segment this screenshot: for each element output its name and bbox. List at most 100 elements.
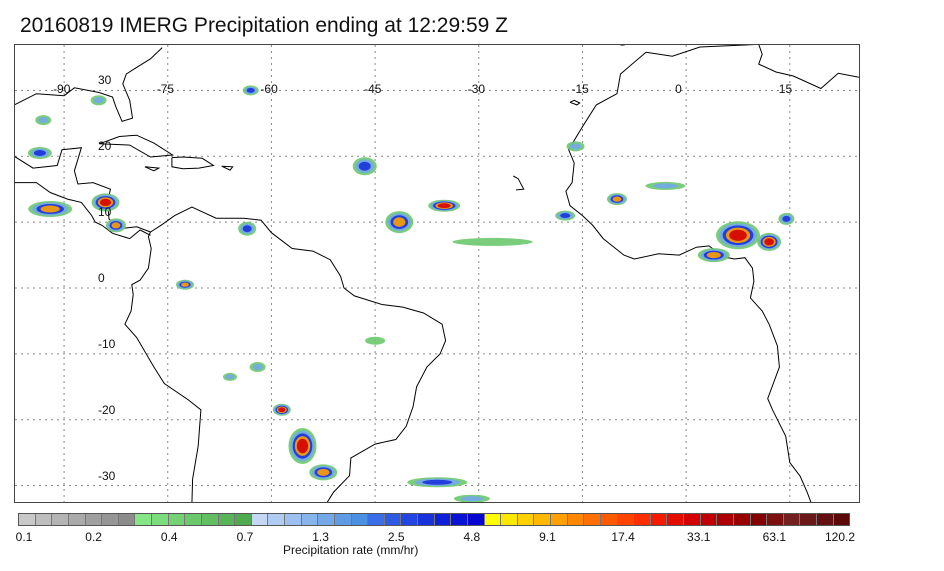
latitude-label-1: 20	[98, 139, 112, 154]
colorbar-cell-6	[118, 514, 136, 525]
colorbar-cell-26	[451, 514, 468, 525]
colombia-storm-intense-contour	[181, 282, 189, 287]
precipitation-map	[14, 44, 860, 503]
colorbar-cell-2	[52, 514, 69, 525]
colorbar-cell-43	[733, 514, 751, 525]
uruguay-storm-intense-contour	[317, 468, 330, 476]
map-title: 20160819 IMERG Precipitation ending at 1…	[20, 14, 508, 37]
sahel-storm-west-intense-contour	[612, 196, 622, 202]
colorbar-cell-44	[750, 514, 768, 525]
colorbar-cell-14	[251, 514, 269, 525]
colorbar-tick-label-1: 0.2	[85, 530, 102, 544]
pacific-itcz-storm-intense-contour	[40, 205, 60, 213]
colorbar-tick-label-9: 33.1	[687, 530, 711, 544]
latitude-label-3: 0	[98, 271, 105, 285]
amazon-shower-moderate-contour	[252, 363, 263, 371]
colorbar-cell-15	[268, 514, 285, 525]
colorbar-cell-24	[418, 514, 435, 525]
south-america-coastline	[150, 206, 447, 502]
colorbar-cell-47	[800, 514, 817, 525]
sahel-band-moderate-contour	[652, 183, 678, 189]
colorbar-tick-label-5: 2.5	[387, 530, 405, 544]
cuba-coastline	[99, 134, 175, 158]
latitude-label-2: 10	[98, 205, 112, 220]
colorbar-tick-label-8: 17.4	[611, 530, 635, 544]
latitude-label-4: -10	[98, 336, 116, 351]
cabo-blanco-shower-moderate-contour	[569, 143, 582, 150]
latitude-label-5: -20	[98, 402, 116, 417]
colorbar-cell-32	[551, 514, 568, 525]
colorbar-cell-49	[833, 514, 850, 525]
longitude-label-4: -30	[467, 82, 486, 96]
colorbar-cell-31	[534, 514, 551, 525]
colorbar-cell-30	[517, 514, 535, 525]
colorbar-cell-42	[717, 514, 734, 525]
colorbar-cell-11	[201, 514, 219, 525]
colorbar-tick-label-7: 9.1	[539, 530, 556, 544]
longitude-label-5: -15	[571, 82, 589, 96]
florida-storm-moderate-contour	[93, 97, 104, 104]
colorbar-cell-22	[384, 514, 402, 525]
colorbar-tick-label-11: 120.2	[824, 530, 856, 544]
africa-coastline	[565, 51, 812, 502]
colorbar-tick-label-4: 1.3	[312, 530, 329, 544]
colorbar-cell-35	[600, 514, 618, 525]
longitude-label-2: -60	[260, 82, 278, 96]
colorbar-cell-48	[817, 514, 834, 525]
bolivia-shower-moderate-contour	[225, 374, 235, 380]
colorbar-cell-20	[351, 514, 369, 525]
longitude-label-6: 0	[675, 82, 682, 96]
colorbar-tick-label-10: 63.1	[762, 530, 787, 544]
central-america-coastline	[15, 147, 151, 233]
colorbar-title: Precipitation rate (mm/hr)	[283, 543, 419, 557]
venezuela-storm-heavy-contour	[242, 225, 252, 233]
east-pacific-shower-moderate-contour	[38, 117, 49, 124]
colorbar-cell-46	[783, 514, 801, 525]
colorbar-cell-18	[318, 514, 335, 525]
northeast-brazil-shower-light-contour	[365, 336, 386, 345]
colorbar	[18, 513, 850, 526]
colorbar-tick-label-3: 0.7	[236, 530, 254, 544]
gulf-coast-coastline	[15, 47, 163, 123]
gulf-of-mexico-storm-heavy-contour	[33, 150, 46, 156]
longitude-label-1: -75	[156, 82, 175, 96]
colorbar-cell-27	[467, 514, 485, 525]
colorbar-cell-19	[334, 514, 352, 525]
west-caribbean-storm-intense-contour	[111, 222, 121, 229]
nigeria-storm-intense-contour	[706, 252, 721, 259]
guinea-gulf-band-light-contour	[452, 237, 533, 246]
canary-islands-coastline	[569, 99, 581, 106]
colorbar-cell-23	[401, 514, 418, 525]
colorbar-cell-40	[684, 514, 701, 525]
atlantic-storm-central-extreme-contour	[437, 203, 451, 209]
colorbar-tick-label-6: 4.8	[463, 530, 481, 544]
south-atlantic-tail-moderate-contour	[460, 496, 484, 502]
colorbar-cell-3	[68, 514, 86, 525]
colorbar-tick-label-2: 0.4	[160, 530, 178, 544]
colorbar-cell-1	[35, 514, 53, 525]
puerto-rico-coastline	[221, 165, 234, 171]
north-atlantic-shower-heavy-contour	[246, 87, 255, 93]
colorbar-cell-13	[235, 514, 252, 525]
latitude-label-6: -30	[98, 468, 116, 483]
cameroon-storm-heavy-contour	[782, 215, 791, 222]
colorbar-cell-34	[584, 514, 601, 525]
longitude-label-3: -45	[364, 82, 382, 96]
colorbar-cell-16	[285, 514, 302, 525]
colorbar-cell-10	[185, 514, 202, 525]
cape-verde-coastline	[513, 175, 525, 191]
colorbar-cell-33	[567, 514, 585, 525]
colorbar-tick-label-0: 0.1	[15, 530, 33, 544]
colorbar-cell-4	[85, 514, 103, 525]
longitude-label-7: 15	[778, 82, 793, 96]
colorbar-cell-7	[135, 514, 152, 525]
longitude-label-0: -90	[53, 82, 71, 96]
colorbar-cell-0	[19, 514, 36, 525]
colorbar-cell-28	[484, 514, 502, 525]
gulf-of-honduras-storm-extreme-contour	[99, 198, 112, 206]
colorbar-cell-29	[501, 514, 518, 525]
map-canvas	[15, 45, 859, 502]
colorbar-cell-5	[102, 514, 119, 525]
colorbar-cell-36	[617, 514, 635, 525]
hispaniola-coastline	[171, 156, 215, 170]
